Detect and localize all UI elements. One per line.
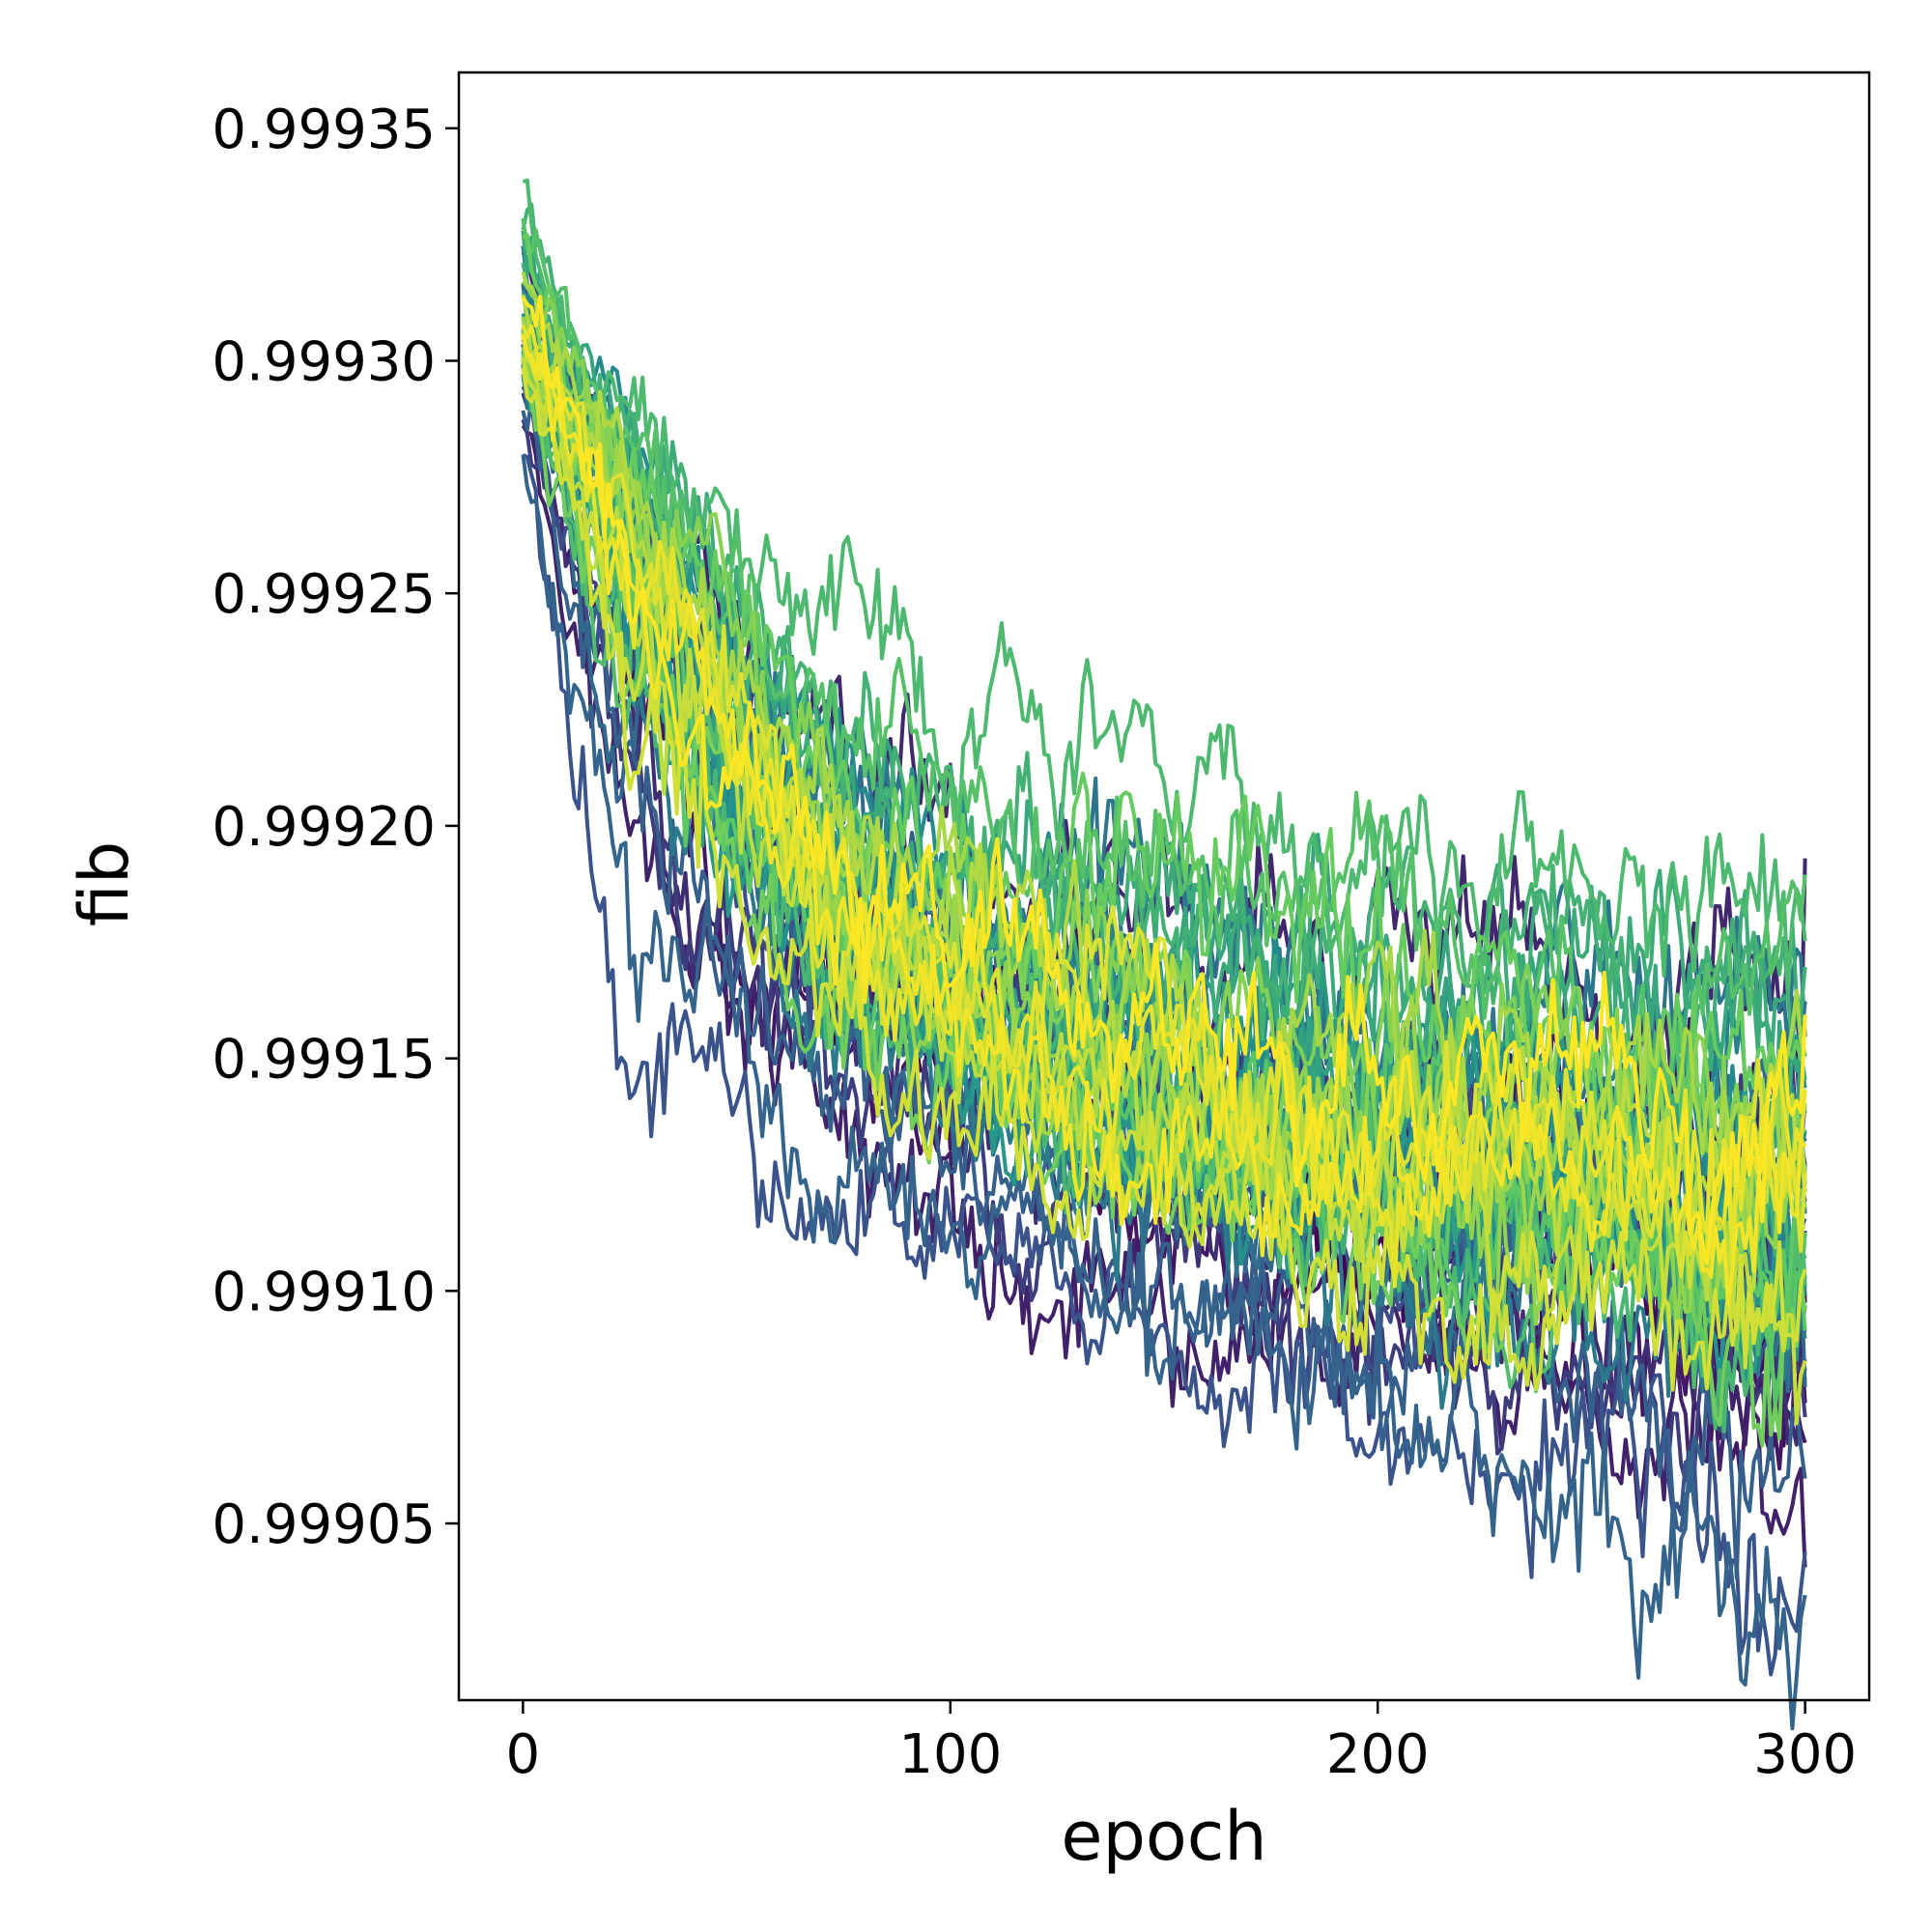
plot-frame <box>457 71 1871 1702</box>
series-line <box>521 202 1807 1117</box>
y-axis-label: fib <box>65 841 144 927</box>
series-line <box>521 454 1807 1731</box>
series-line <box>521 335 1807 1279</box>
x-tick-label: 100 <box>898 1723 1002 1786</box>
x-axis-label: epoch <box>1061 1797 1266 1876</box>
series-line <box>521 397 1807 1580</box>
series-line <box>521 217 1807 1146</box>
series-line <box>522 178 1807 991</box>
y-tick-label: 0.99930 <box>212 330 436 393</box>
y-tick-label: 0.99915 <box>212 1029 436 1092</box>
x-tick-label: 200 <box>1326 1723 1430 1786</box>
y-tick-label: 0.99905 <box>212 1493 436 1556</box>
y-axis: 0.99905 0.99910 0.99915 0.99920 0.99925 0.999… <box>212 99 459 1556</box>
y-tick-label: 0.99925 <box>212 563 436 626</box>
y-tick-label: 0.99935 <box>212 99 436 161</box>
series-line <box>521 333 1807 1306</box>
series-layer <box>521 178 1807 1731</box>
y-tick-label: 0.99910 <box>212 1261 436 1323</box>
x-axis: 0 100 200 300 <box>506 1700 1857 1786</box>
series-line <box>521 295 1807 1265</box>
x-tick-label: 300 <box>1753 1723 1857 1786</box>
x-tick-label: 0 <box>506 1723 541 1786</box>
y-tick-label: 0.99920 <box>212 796 436 859</box>
